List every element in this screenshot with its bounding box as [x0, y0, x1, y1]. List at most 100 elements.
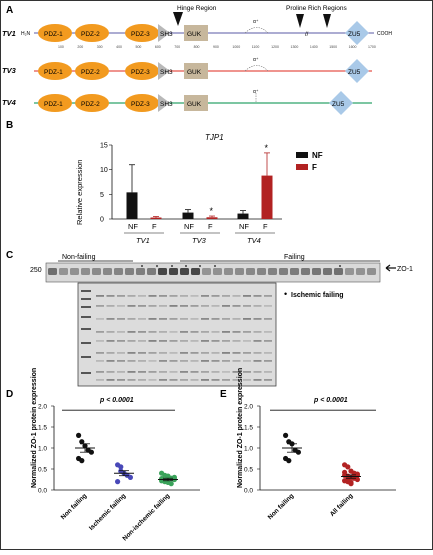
bar-label: NF [239, 222, 249, 231]
y-tick-label: 15 [100, 143, 108, 150]
ladder-band [81, 372, 91, 374]
gel-band [201, 352, 209, 354]
y-tick-label: 1.0 [38, 446, 47, 453]
tick-label: 1700 [368, 45, 376, 49]
gel-band [211, 340, 220, 342]
proline-marker-icon-1 [296, 14, 304, 28]
gel-band [106, 295, 115, 297]
svg-text:GUK: GUK [187, 31, 202, 38]
data-point [351, 471, 357, 477]
gel-band [222, 318, 230, 320]
gel-band [106, 305, 115, 307]
gel-band [201, 371, 209, 373]
zo1-bands [48, 265, 376, 275]
gel-band [180, 371, 188, 373]
bar-NF-TV3 [182, 212, 194, 219]
gel-band [180, 318, 188, 320]
ischemic-legend-dot: • [284, 289, 287, 299]
ischemic-lane-dot [339, 265, 341, 267]
zo1-band [235, 268, 244, 275]
gel-band [264, 295, 272, 297]
data-point [79, 439, 85, 445]
tv3-pdz3: PDZ-3 [125, 62, 159, 80]
panel-label-c: C [6, 250, 13, 261]
gel-band [264, 305, 272, 307]
gel-band [96, 295, 104, 297]
legend-label-NF: NF [312, 151, 323, 160]
gel-band [138, 360, 146, 362]
zo1-band [169, 268, 178, 275]
data-point [286, 458, 292, 464]
gel-band [253, 340, 262, 342]
data-point [115, 479, 121, 485]
gel-band [264, 318, 272, 320]
significance-star: * [210, 206, 214, 216]
gel-band [148, 379, 157, 381]
gel-band [96, 340, 104, 342]
gel-band [180, 295, 188, 297]
gel-band [159, 331, 167, 333]
tv3-sh3: SH3 [158, 62, 173, 80]
gel-band [253, 352, 262, 354]
gel-band [138, 305, 146, 307]
panel-label-e: E [220, 389, 227, 400]
gel-band [106, 340, 115, 342]
bar-F-TV1 [150, 217, 162, 219]
tv4-pdz1: PDZ-1 [38, 94, 72, 112]
svg-text:PDZ-3: PDZ-3 [131, 101, 150, 108]
svg-text:PDZ-2: PDZ-2 [81, 31, 100, 38]
zo1-band [213, 268, 222, 275]
gel-band [190, 379, 199, 381]
zo1-band [180, 268, 189, 275]
chart-axes: 0 5 10 15 [100, 143, 282, 224]
gel-band [201, 305, 209, 307]
bar-label: F [208, 222, 213, 231]
gel-band [127, 305, 136, 307]
gel-band [222, 340, 230, 342]
y-tick-label: 2.0 [244, 404, 253, 411]
group-label: TV3 [192, 236, 207, 245]
gel-band [138, 340, 146, 342]
tv1-guk: GUK [184, 25, 208, 41]
chart-legend: NF F [296, 151, 323, 172]
gel-band [190, 340, 199, 342]
gel-band [253, 295, 262, 297]
proline-marker-icon-2 [323, 14, 331, 28]
tv3-pdz1: PDZ-1 [38, 62, 72, 80]
zo1-band [70, 268, 79, 275]
tick-label: 700 [174, 45, 180, 49]
gel-band [211, 371, 220, 373]
tv3-alpha-loop [244, 65, 269, 72]
e-plot-area: 0.0 0.5 1.0 1.5 2.0 Non failing All failing [244, 404, 396, 521]
n-terminus-label: H₂N [21, 31, 31, 37]
zo1-band [334, 268, 343, 275]
y-tick-label: 0.0 [38, 488, 47, 495]
gel-band [232, 318, 241, 320]
gel-band [190, 331, 199, 333]
gel-band [232, 305, 241, 307]
svg-text:PDZ-2: PDZ-2 [81, 69, 100, 76]
gel-band [243, 318, 251, 320]
gel-band [127, 379, 136, 381]
gel-band [253, 379, 262, 381]
alpha-insert-label: α⁺ [253, 19, 259, 25]
gel-band [169, 352, 178, 354]
panel-label-a: A [6, 5, 13, 16]
gel-band [201, 340, 209, 342]
svg-text:ZU5: ZU5 [332, 101, 345, 108]
gel-band [96, 371, 104, 373]
gel-band [222, 331, 230, 333]
gel-band [180, 331, 188, 333]
total-protein-gel [77, 282, 277, 387]
tv1-sh3: SH3 [158, 24, 173, 42]
zo1-band [290, 268, 299, 275]
ladder-band [81, 356, 91, 358]
tick-label: 800 [194, 45, 200, 49]
svg-text:GUK: GUK [187, 101, 202, 108]
gel-band [211, 295, 220, 297]
tv4-sh3: SH3 [158, 94, 173, 112]
d-plot-area: 0.0 0.5 1.0 1.5 2.0 Non failing Ischemic faili… [38, 404, 200, 542]
